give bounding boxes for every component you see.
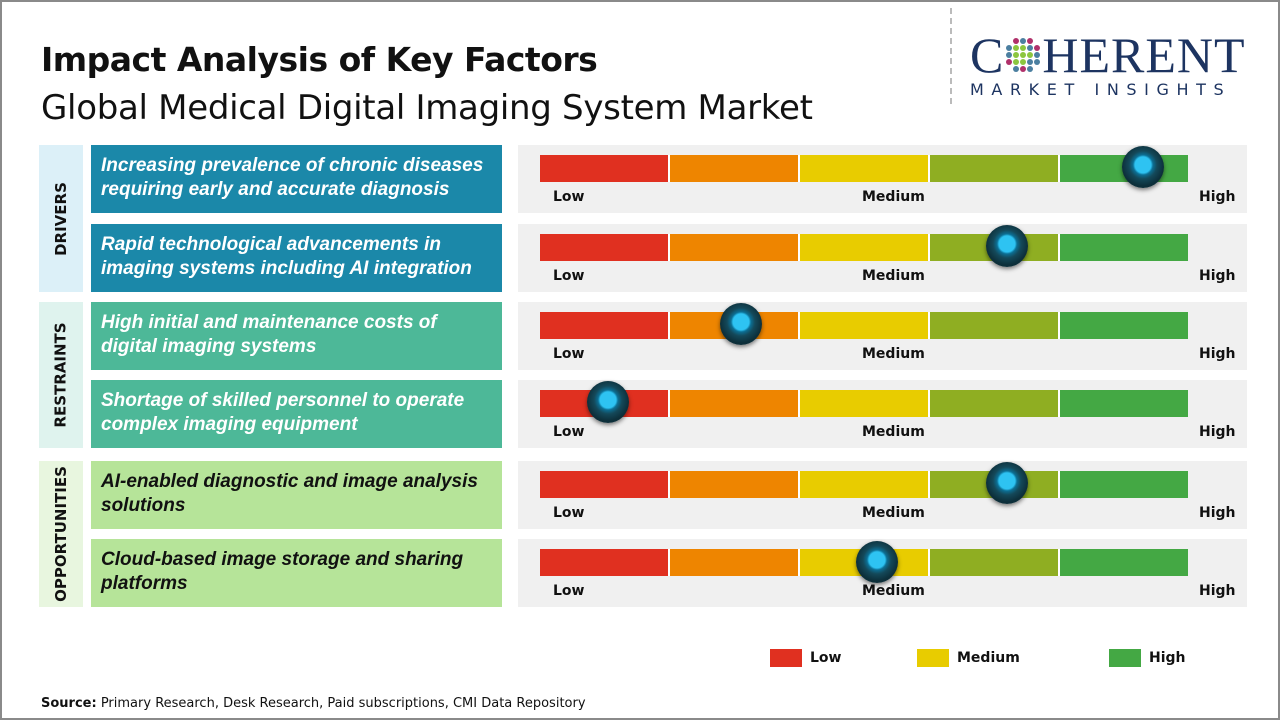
scale-label-high: High <box>1199 505 1236 521</box>
scale-label-medium: Medium <box>862 346 925 362</box>
scale-label-high: High <box>1199 583 1236 599</box>
scale-segment <box>540 312 670 339</box>
legend-label: Medium <box>957 650 1020 666</box>
scale-segment <box>540 155 670 182</box>
scale-segment <box>800 390 930 417</box>
scale-segment <box>540 471 670 498</box>
legend-item: Low <box>770 649 917 667</box>
impact-marker <box>985 225 1028 267</box>
scale-segment <box>1060 549 1188 576</box>
scale-segment <box>670 549 800 576</box>
impact-marker <box>1121 146 1164 188</box>
legend-swatch <box>1109 649 1141 667</box>
scale-segment <box>800 312 930 339</box>
impact-gauge: Low Medium High <box>518 224 1247 292</box>
impact-gauge: Low Medium High <box>518 461 1247 529</box>
scale-segment <box>670 471 800 498</box>
scale-label-high: High <box>1199 346 1236 362</box>
scale-label-low: Low <box>553 189 585 205</box>
legend-item: Medium <box>917 649 1109 667</box>
impact-marker <box>719 303 762 345</box>
impact-scale-bar <box>540 234 1188 261</box>
scale-label-low: Low <box>553 505 585 521</box>
legend-item: High <box>1109 649 1189 667</box>
scale-segment <box>1060 312 1188 339</box>
factor-item: Shortage of skilled personnel to operate… <box>91 380 502 448</box>
scale-label-medium: Medium <box>862 268 925 284</box>
factor-item: Rapid technological advancements in imag… <box>91 224 502 292</box>
scale-label-high: High <box>1199 189 1236 205</box>
scale-segment <box>670 390 800 417</box>
legend-swatch <box>917 649 949 667</box>
scale-label-low: Low <box>553 583 585 599</box>
scale-segment <box>800 155 930 182</box>
impact-scale-bar <box>540 155 1188 182</box>
category-label: RESTRAINTS <box>39 302 83 448</box>
scale-segment <box>670 234 800 261</box>
factor-item: Cloud-based image storage and sharing pl… <box>91 539 502 607</box>
coherent-logo: C HERENT MARKET INSIGHTS <box>970 30 1260 99</box>
scale-segment <box>800 471 930 498</box>
scale-segment <box>930 549 1060 576</box>
category-label: DRIVERS <box>39 145 83 292</box>
factor-item: AI-enabled diagnostic and image analysis… <box>91 461 502 529</box>
category-text: DRIVERS <box>52 181 71 256</box>
impact-marker <box>985 462 1028 504</box>
page-title: Impact Analysis of Key Factors <box>41 40 598 79</box>
factor-item: Increasing prevalence of chronic disease… <box>91 145 502 213</box>
scale-segment <box>800 234 930 261</box>
legend-swatch <box>770 649 802 667</box>
scale-label-medium: Medium <box>862 424 925 440</box>
source-text: Primary Research, Desk Research, Paid su… <box>96 696 586 711</box>
logo-divider <box>950 8 952 104</box>
scale-label-medium: Medium <box>862 505 925 521</box>
scale-segment <box>930 312 1060 339</box>
impact-scale-bar <box>540 390 1188 417</box>
scale-segment <box>1060 390 1188 417</box>
scale-segment <box>670 155 800 182</box>
scale-label-medium: Medium <box>862 189 925 205</box>
scale-segment <box>540 234 670 261</box>
category-text: RESTRAINTS <box>52 322 71 428</box>
scale-label-high: High <box>1199 424 1236 440</box>
legend: Low Medium High <box>770 649 1189 667</box>
category-text: OPPORTUNITIES <box>52 466 70 602</box>
scale-segment <box>930 155 1060 182</box>
scale-label-high: High <box>1199 268 1236 284</box>
category-label: OPPORTUNITIES <box>39 461 83 607</box>
impact-marker <box>587 381 630 423</box>
impact-gauge: Low Medium High <box>518 302 1247 370</box>
page-subtitle: Global Medical Digital Imaging System Ma… <box>41 88 813 128</box>
logo-tagline: MARKET INSIGHTS <box>970 80 1232 99</box>
impact-gauge: Low Medium High <box>518 145 1247 213</box>
source-note: Source: Primary Research, Desk Research,… <box>41 696 586 711</box>
impact-gauge: Low Medium High <box>518 380 1247 448</box>
impact-gauge: Low Medium High <box>518 539 1247 607</box>
impact-marker <box>855 541 898 583</box>
legend-label: High <box>1149 650 1186 666</box>
scale-label-low: Low <box>553 268 585 284</box>
factor-item: High initial and maintenance costs of di… <box>91 302 502 370</box>
scale-label-low: Low <box>553 346 585 362</box>
impact-scale-bar <box>540 312 1188 339</box>
scale-segment <box>1060 471 1188 498</box>
scale-segment <box>1060 234 1188 261</box>
scale-label-medium: Medium <box>862 583 925 599</box>
scale-segment <box>540 549 670 576</box>
source-label: Source: <box>41 696 97 711</box>
scale-segment <box>930 390 1060 417</box>
scale-label-low: Low <box>553 424 585 440</box>
impact-scale-bar <box>540 471 1188 498</box>
legend-label: Low <box>810 650 842 666</box>
globe-dots-icon <box>1006 38 1041 72</box>
